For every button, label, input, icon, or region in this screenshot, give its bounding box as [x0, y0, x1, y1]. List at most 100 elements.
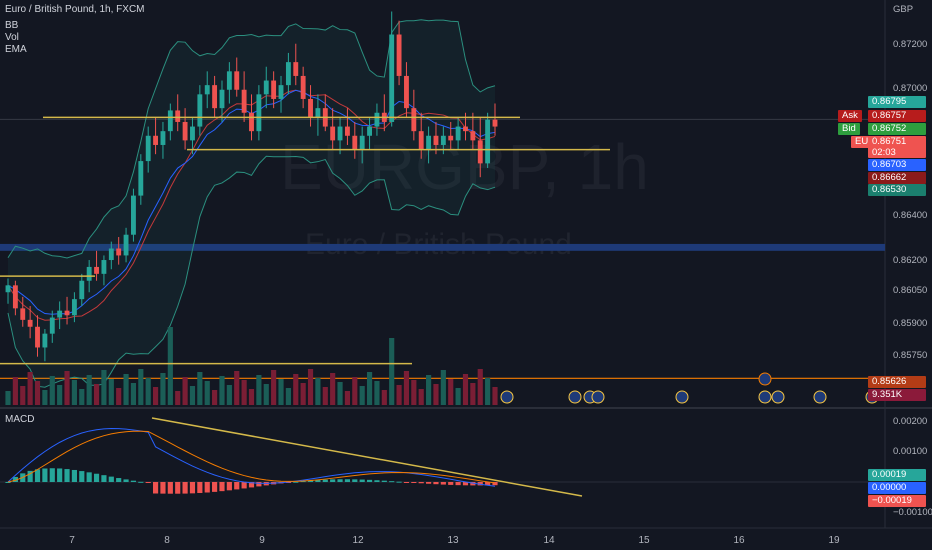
- event-icon: [771, 390, 785, 404]
- volume-bar: [337, 382, 343, 405]
- volume-bar: [49, 376, 55, 405]
- macd-hist-bar: [448, 482, 454, 485]
- macd-hist-bar: [374, 480, 380, 482]
- volume-bar: [322, 387, 328, 405]
- ask-label: Ask: [838, 110, 862, 122]
- volume-bar: [57, 385, 63, 405]
- volume-bar: [182, 377, 188, 405]
- volume-bar: [189, 386, 196, 405]
- candle-body: [256, 94, 262, 132]
- candle-body: [352, 135, 358, 150]
- macd-hist-bar: [175, 482, 181, 494]
- x-tick: 14: [543, 535, 555, 546]
- macd-hist-bar: [226, 482, 232, 491]
- symbol-title[interactable]: Euro / British Pound, 1h, FXCM: [5, 4, 145, 15]
- price-tick: 0.87000: [893, 83, 928, 94]
- x-tick: 13: [447, 535, 459, 546]
- macd-hist-bar: [152, 482, 159, 494]
- event-icon: [813, 390, 827, 404]
- event-icon: [675, 390, 689, 404]
- macd-hist-bar: [234, 482, 240, 490]
- volume-bar: [130, 383, 137, 405]
- volume-bar: [381, 390, 387, 405]
- macd-hist-bar: [477, 482, 483, 486]
- volume-bar: [440, 370, 446, 405]
- candle-body: [300, 75, 306, 99]
- macd-tick: −0.00100: [893, 507, 932, 518]
- volume-bar: [285, 388, 291, 405]
- volume-bar: [426, 375, 432, 405]
- macd-hist-bar: [34, 469, 41, 482]
- macd-hist-bar: [418, 482, 424, 484]
- bb-fill: [8, 19, 495, 388]
- volume-bar: [5, 391, 11, 405]
- volume-bar: [20, 386, 26, 405]
- last-price: 0.86751: [872, 136, 907, 147]
- macd-hist-bar: [160, 482, 166, 494]
- event-icon: [758, 390, 772, 404]
- lower-bb-badge: 0.86530: [868, 184, 926, 196]
- volume-bar: [175, 391, 181, 405]
- candle-body: [285, 62, 291, 86]
- candle-body: [263, 80, 269, 95]
- volume-bar: [256, 375, 262, 405]
- x-tick: 15: [638, 535, 650, 546]
- macd-hist-bar: [189, 482, 196, 494]
- volume-bar: [138, 369, 144, 405]
- candle-body: [190, 126, 195, 141]
- vol-legend[interactable]: Vol: [5, 32, 19, 43]
- volume-bar: [234, 371, 240, 405]
- candle-body: [197, 94, 203, 127]
- level-badge: 0.85626: [868, 376, 926, 388]
- last-price-badge: 0.86751 02:03: [868, 136, 926, 158]
- bb-legend[interactable]: BB: [5, 20, 19, 31]
- macd-hist-bar: [93, 473, 100, 482]
- candle-body: [57, 310, 63, 318]
- macd-hist-bar: [352, 479, 358, 482]
- x-tick: 8: [164, 535, 170, 546]
- macd-hist-bar: [359, 479, 365, 482]
- volume-bar: [470, 383, 476, 405]
- candle-body: [241, 89, 247, 113]
- macd-hist-bar: [455, 482, 461, 486]
- candle-body: [448, 135, 454, 141]
- volume-bar: [293, 374, 299, 405]
- bid-badge: 0.86752: [868, 123, 926, 135]
- volume-bar: [315, 378, 321, 405]
- candle-body: [485, 119, 491, 164]
- candle-body: [344, 126, 350, 136]
- volume-bar: [300, 383, 306, 405]
- volume-bar: [485, 378, 491, 405]
- price-tick: 0.86400: [893, 210, 928, 221]
- candle-body: [131, 195, 136, 235]
- macd-trendline: [151, 417, 583, 497]
- candle-body: [426, 135, 432, 150]
- candle-body: [463, 126, 468, 132]
- candle-body: [433, 135, 439, 145]
- x-tick: 19: [828, 535, 840, 546]
- volume-bar: [344, 391, 351, 405]
- ema-legend[interactable]: EMA: [5, 44, 27, 55]
- candle-body: [20, 308, 26, 320]
- candle-body: [492, 119, 498, 127]
- candle-body: [367, 126, 372, 136]
- volume-bar: [374, 381, 380, 405]
- macd-hist-bar: [219, 482, 225, 492]
- candle-body: [116, 248, 122, 256]
- macd-hist-bar: [57, 468, 63, 482]
- candle-body: [182, 121, 188, 141]
- macd-legend[interactable]: MACD: [5, 414, 35, 425]
- countdown: 02:03: [872, 147, 896, 158]
- candle-body: [35, 326, 40, 348]
- candle-body: [249, 112, 254, 132]
- volume-bar: [197, 372, 203, 405]
- macd-hist-bar: [248, 482, 255, 488]
- macd-hist-bar: [426, 482, 432, 484]
- volume-bar: [64, 371, 70, 405]
- macd-hist-bar: [197, 482, 203, 493]
- macd-hist-bar: [344, 479, 351, 482]
- candle-body: [94, 266, 99, 274]
- support-band: [0, 243, 885, 251]
